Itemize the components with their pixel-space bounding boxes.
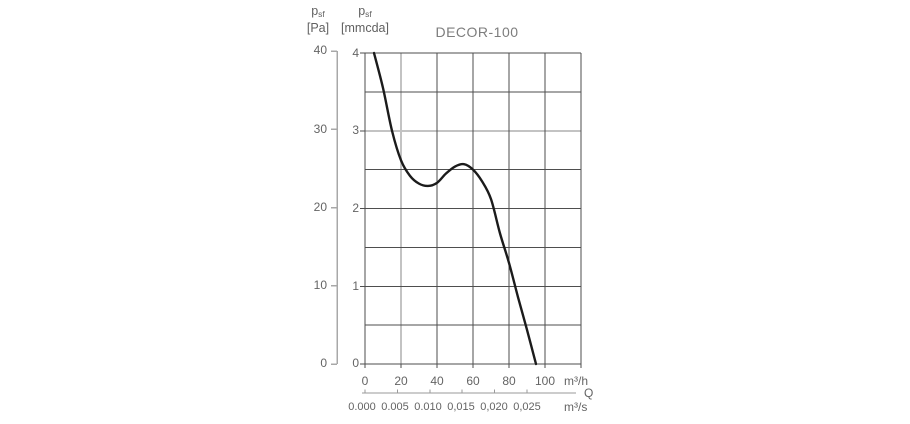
flows-unit-label: m³/s (564, 400, 588, 414)
flowh-tick-80: 80 (502, 374, 516, 388)
pa-axis-unit: [Pa] (306, 21, 330, 35)
chart-title: DECOR-100 (435, 24, 519, 40)
flowh-tick-60: 60 (466, 374, 480, 388)
pa-tick-0: 0 (320, 356, 327, 370)
mmcda-tick-1: 1 (352, 279, 359, 293)
flows-tick-0005: 0.005 (381, 401, 409, 413)
mmcda-tick-2: 2 (352, 201, 359, 215)
mmcda-tick-4: 4 (352, 46, 359, 60)
flowh-tick-40: 40 (430, 374, 444, 388)
mmcda-axis-unit: [mmcda] (341, 21, 389, 35)
flows-tick-0025: 0,025 (513, 401, 541, 413)
flows-tick-0000: 0.000 (348, 401, 376, 413)
pa-tick-40: 40 (313, 43, 327, 57)
mmcda-axis-header: psf [mmcda] (336, 4, 394, 35)
pa-axis-symbol: psf (311, 4, 325, 19)
pa-axis-header: psf [Pa] (301, 4, 335, 35)
flowh-tick-0: 0 (361, 374, 369, 388)
flow-quantity-symbol: Q (584, 386, 594, 400)
flows-tick-0010: 0.010 (414, 401, 442, 413)
fan-performance-curve (372, 51, 538, 366)
mmcda-axis-symbol: psf (358, 4, 372, 19)
pa-tick-10: 10 (313, 278, 327, 292)
mmcda-tick-0: 0 (352, 356, 359, 370)
flowh-unit-label: m³/h (564, 374, 588, 388)
flows-tick-0020: 0,020 (480, 401, 508, 413)
mmcda-tick-3: 3 (352, 123, 359, 137)
flowh-tick-100: 100 (534, 374, 556, 388)
pa-tick-20: 20 (313, 200, 327, 214)
pa-tick-30: 30 (313, 122, 327, 136)
flowh-tick-20: 20 (394, 374, 408, 388)
flows-tick-0015: 0,015 (447, 401, 475, 413)
